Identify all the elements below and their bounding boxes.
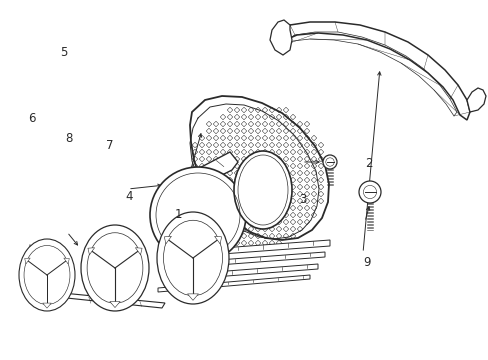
Polygon shape	[164, 252, 325, 269]
Circle shape	[150, 167, 245, 263]
Text: 2: 2	[365, 157, 372, 170]
Polygon shape	[110, 302, 120, 307]
Circle shape	[323, 155, 336, 169]
Text: 3: 3	[299, 193, 306, 206]
Polygon shape	[190, 96, 328, 240]
Polygon shape	[24, 258, 30, 264]
Polygon shape	[287, 22, 469, 120]
Text: 4: 4	[125, 190, 133, 203]
Polygon shape	[42, 303, 51, 308]
Text: 9: 9	[362, 256, 370, 269]
Polygon shape	[269, 20, 291, 55]
Ellipse shape	[234, 151, 291, 229]
Ellipse shape	[157, 212, 228, 304]
Polygon shape	[162, 152, 238, 202]
Text: 6: 6	[28, 112, 36, 125]
Polygon shape	[135, 248, 142, 255]
Polygon shape	[38, 291, 164, 308]
Circle shape	[358, 181, 380, 203]
Ellipse shape	[81, 225, 149, 311]
Polygon shape	[466, 88, 485, 112]
Text: 1: 1	[174, 208, 182, 221]
Text: 7: 7	[106, 139, 114, 152]
Polygon shape	[63, 258, 69, 264]
Polygon shape	[168, 240, 329, 258]
Polygon shape	[158, 275, 309, 292]
Polygon shape	[214, 236, 221, 244]
Ellipse shape	[19, 239, 75, 311]
Text: 5: 5	[60, 46, 67, 59]
Polygon shape	[187, 294, 198, 300]
Text: 8: 8	[64, 132, 72, 145]
Polygon shape	[88, 248, 94, 255]
Polygon shape	[162, 264, 317, 281]
Polygon shape	[164, 236, 171, 244]
